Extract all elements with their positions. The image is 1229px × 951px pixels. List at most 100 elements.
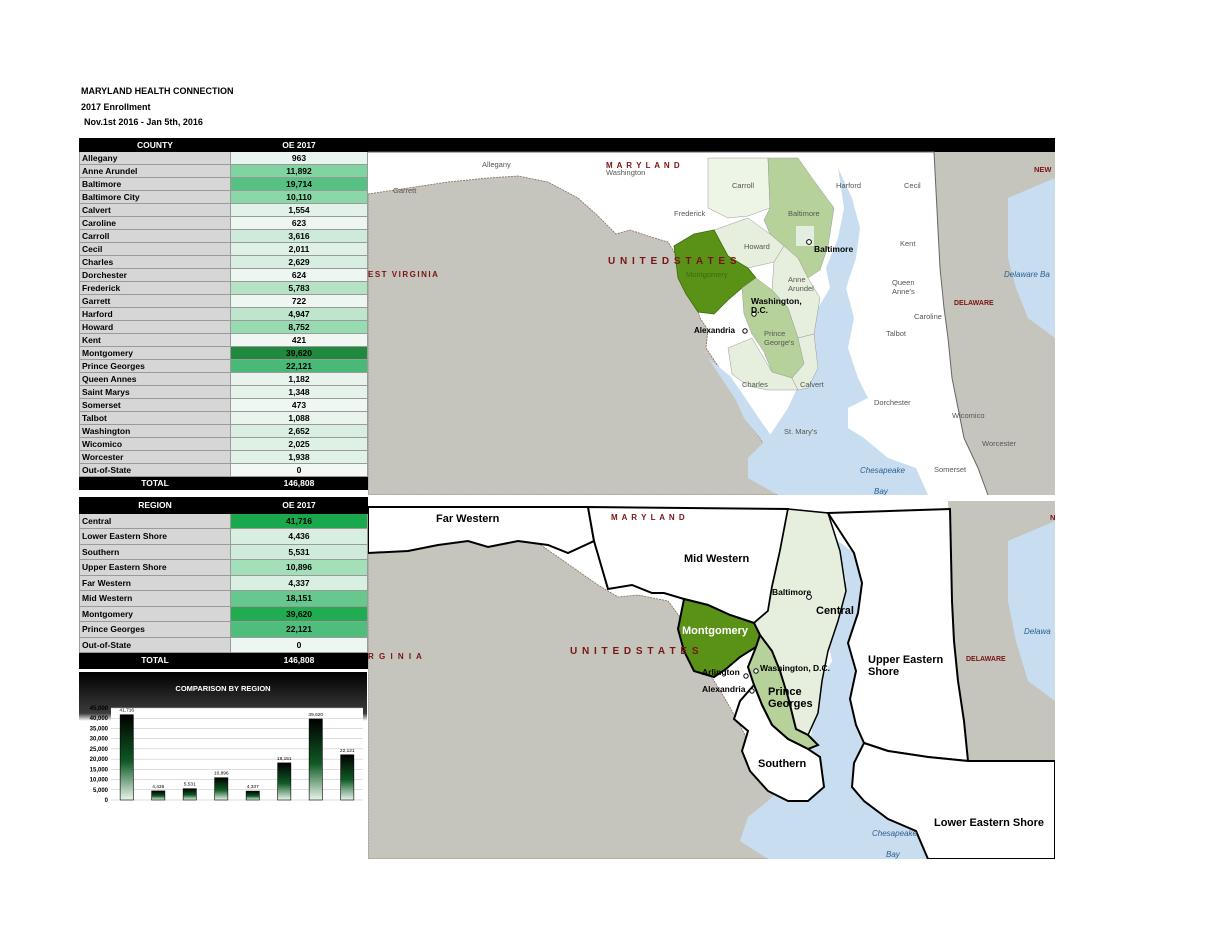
region-row: Out-of-State 0 — [79, 636, 368, 653]
county-row: Somerset 473 — [79, 398, 368, 412]
montgomery-region-label: Montgomery — [682, 625, 749, 637]
county-row: Prince Georges 22,121 — [79, 359, 368, 373]
region-table-header: REGION OE 2017 — [79, 497, 368, 514]
chesapeake-label-bottom: Chesapeake — [872, 829, 917, 838]
county-total-row: TOTAL 146,808 — [79, 476, 368, 490]
region-row: Prince Georges 22,121 — [79, 621, 368, 638]
region-row: Upper Eastern Shore 10,896 — [79, 559, 368, 576]
washington-label: Washington — [606, 168, 645, 177]
chart-data-label: 18,151 — [277, 756, 292, 762]
baltimore-city-marker — [806, 239, 812, 245]
chart-data-label: 22,121 — [340, 748, 355, 754]
central-label: Central — [816, 605, 854, 617]
queen-annes-label: Queen Anne's — [892, 278, 915, 296]
county-row: Howard 8,752 — [79, 320, 368, 334]
county-row: Frederick 5,783 — [79, 281, 368, 295]
chart-data-label: 4,436 — [152, 784, 164, 790]
county-row: Calvert 1,554 — [79, 203, 368, 217]
county-enrollment-table: COUNTY OE 2017 Allegany 963 Anne Arundel 11… — [79, 138, 368, 490]
county-row: Wicomico 2,025 — [79, 437, 368, 451]
chesapeake-bay-water — [748, 168, 928, 495]
county-row: Harford 4,947 — [79, 307, 368, 321]
virginia-label: R G I N I A — [368, 652, 423, 661]
chart-y-tick-label: 0 — [105, 798, 109, 804]
maryland-label: M A R Y L A N D — [606, 161, 681, 170]
county-name-cell: Dorchester — [79, 268, 231, 282]
mid-western-label: Mid Western — [684, 553, 749, 565]
chart-y-tick-label: 25,000 — [90, 747, 109, 753]
maryland-label-bottom: M A R Y L A N D — [611, 513, 686, 522]
new-jersey-label: NEW — [1034, 165, 1052, 174]
washington-dc-label-bottom: Washington, D.C. — [760, 663, 830, 673]
chart-data-label: 4,337 — [247, 784, 259, 790]
county-name-cell: Baltimore — [79, 177, 231, 191]
upper-eastern-label: Upper Eastern Shore — [868, 654, 943, 678]
county-row: Baltimore City 10,110 — [79, 190, 368, 204]
county-name-cell: Garrett — [79, 294, 231, 308]
nj-label-bottom: N — [1050, 513, 1055, 522]
county-row: Allegany 963 — [79, 151, 368, 165]
region-name-cell: Central — [79, 512, 231, 529]
chart-y-tick-label: 45,000 — [90, 706, 109, 712]
county-value-cell: 5,783 — [230, 281, 368, 295]
county-name-cell: Worcester — [79, 450, 231, 464]
region-row: Lower Eastern Shore 4,436 — [79, 528, 368, 545]
baltimore-label-bottom: Baltimore — [772, 587, 811, 597]
oe2017-column-header: OE 2017 — [230, 138, 368, 152]
southern-region — [732, 683, 826, 802]
county-value-cell: 19,714 — [230, 177, 368, 191]
region-row: Far Western 4,337 — [79, 574, 368, 591]
washington-dc-label: Washington, D.C. — [751, 296, 802, 315]
dorchester-label: Dorchester — [874, 398, 911, 407]
far-western-label: Far Western — [436, 513, 500, 525]
region-name-cell: Far Western — [79, 574, 231, 591]
county-total-value: 146,808 — [230, 476, 368, 490]
county-value-cell: 624 — [230, 268, 368, 282]
harford-label: Harford — [836, 181, 861, 190]
county-name-cell: Caroline — [79, 216, 231, 230]
county-row: Talbot 1,088 — [79, 411, 368, 425]
county-value-cell: 2,652 — [230, 424, 368, 438]
chart-bar-upper-eastern-shore — [214, 777, 229, 801]
county-name-cell: Allegany — [79, 151, 231, 165]
alexandria-city-marker — [742, 328, 748, 334]
region-map: Far Western Mid Western Central Montgome… — [367, 501, 1056, 860]
county-value-cell: 39,620 — [230, 346, 368, 360]
county-row: Cecil 2,011 — [79, 242, 368, 256]
county-name-cell: Anne Arundel — [79, 164, 231, 178]
region-row: Southern 5,531 — [79, 543, 368, 560]
county-map-svg: Garrett Allegany Washington Frederick Ca… — [367, 138, 1055, 496]
chart-data-label: 41,716 — [119, 708, 134, 714]
county-row: Queen Annes 1,182 — [79, 372, 368, 386]
arlington-marker — [743, 673, 749, 679]
region-total-value: 146,808 — [230, 652, 368, 669]
county-name-cell: Baltimore City — [79, 190, 231, 204]
southern-label: Southern — [758, 758, 807, 770]
county-row: Carroll 3,616 — [79, 229, 368, 243]
county-name-cell: Cecil — [79, 242, 231, 256]
county-value-cell: 2,025 — [230, 437, 368, 451]
county-name-cell: Carroll — [79, 229, 231, 243]
county-value-cell: 0 — [230, 463, 368, 477]
talbot-label: Talbot — [886, 329, 907, 338]
county-value-cell: 22,121 — [230, 359, 368, 373]
county-row: Washington 2,652 — [79, 424, 368, 438]
chesapeake-label: Chesapeake — [860, 466, 905, 475]
prince-georges-label: Prince George's — [764, 329, 794, 347]
region-value-cell: 18,151 — [230, 590, 368, 607]
report-title: MARYLAND HEALTH CONNECTION — [81, 86, 234, 96]
bay-water-bottom — [740, 541, 928, 859]
alexandria-marker — [749, 688, 755, 694]
county-row: Kent 421 — [79, 333, 368, 347]
region-value-cell: 4,337 — [230, 574, 368, 591]
region-total-row: TOTAL 146,808 — [79, 652, 368, 669]
lower-eastern-label: Lower Eastern Shore — [934, 817, 1044, 829]
county-row: Montgomery 39,620 — [79, 346, 368, 360]
county-value-cell: 963 — [230, 151, 368, 165]
bay-label-bottom: Bay — [886, 850, 901, 859]
county-name-cell: Calvert — [79, 203, 231, 217]
charles-label: Charles — [742, 380, 768, 389]
region-value-cell: 22,121 — [230, 621, 368, 638]
maryland-border — [368, 151, 989, 496]
garrett-label: Garrett — [393, 186, 417, 195]
